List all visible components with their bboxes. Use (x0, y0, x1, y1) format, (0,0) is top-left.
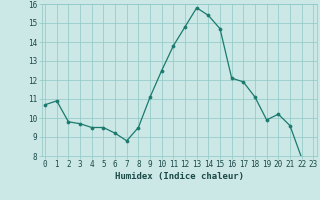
X-axis label: Humidex (Indice chaleur): Humidex (Indice chaleur) (115, 172, 244, 181)
